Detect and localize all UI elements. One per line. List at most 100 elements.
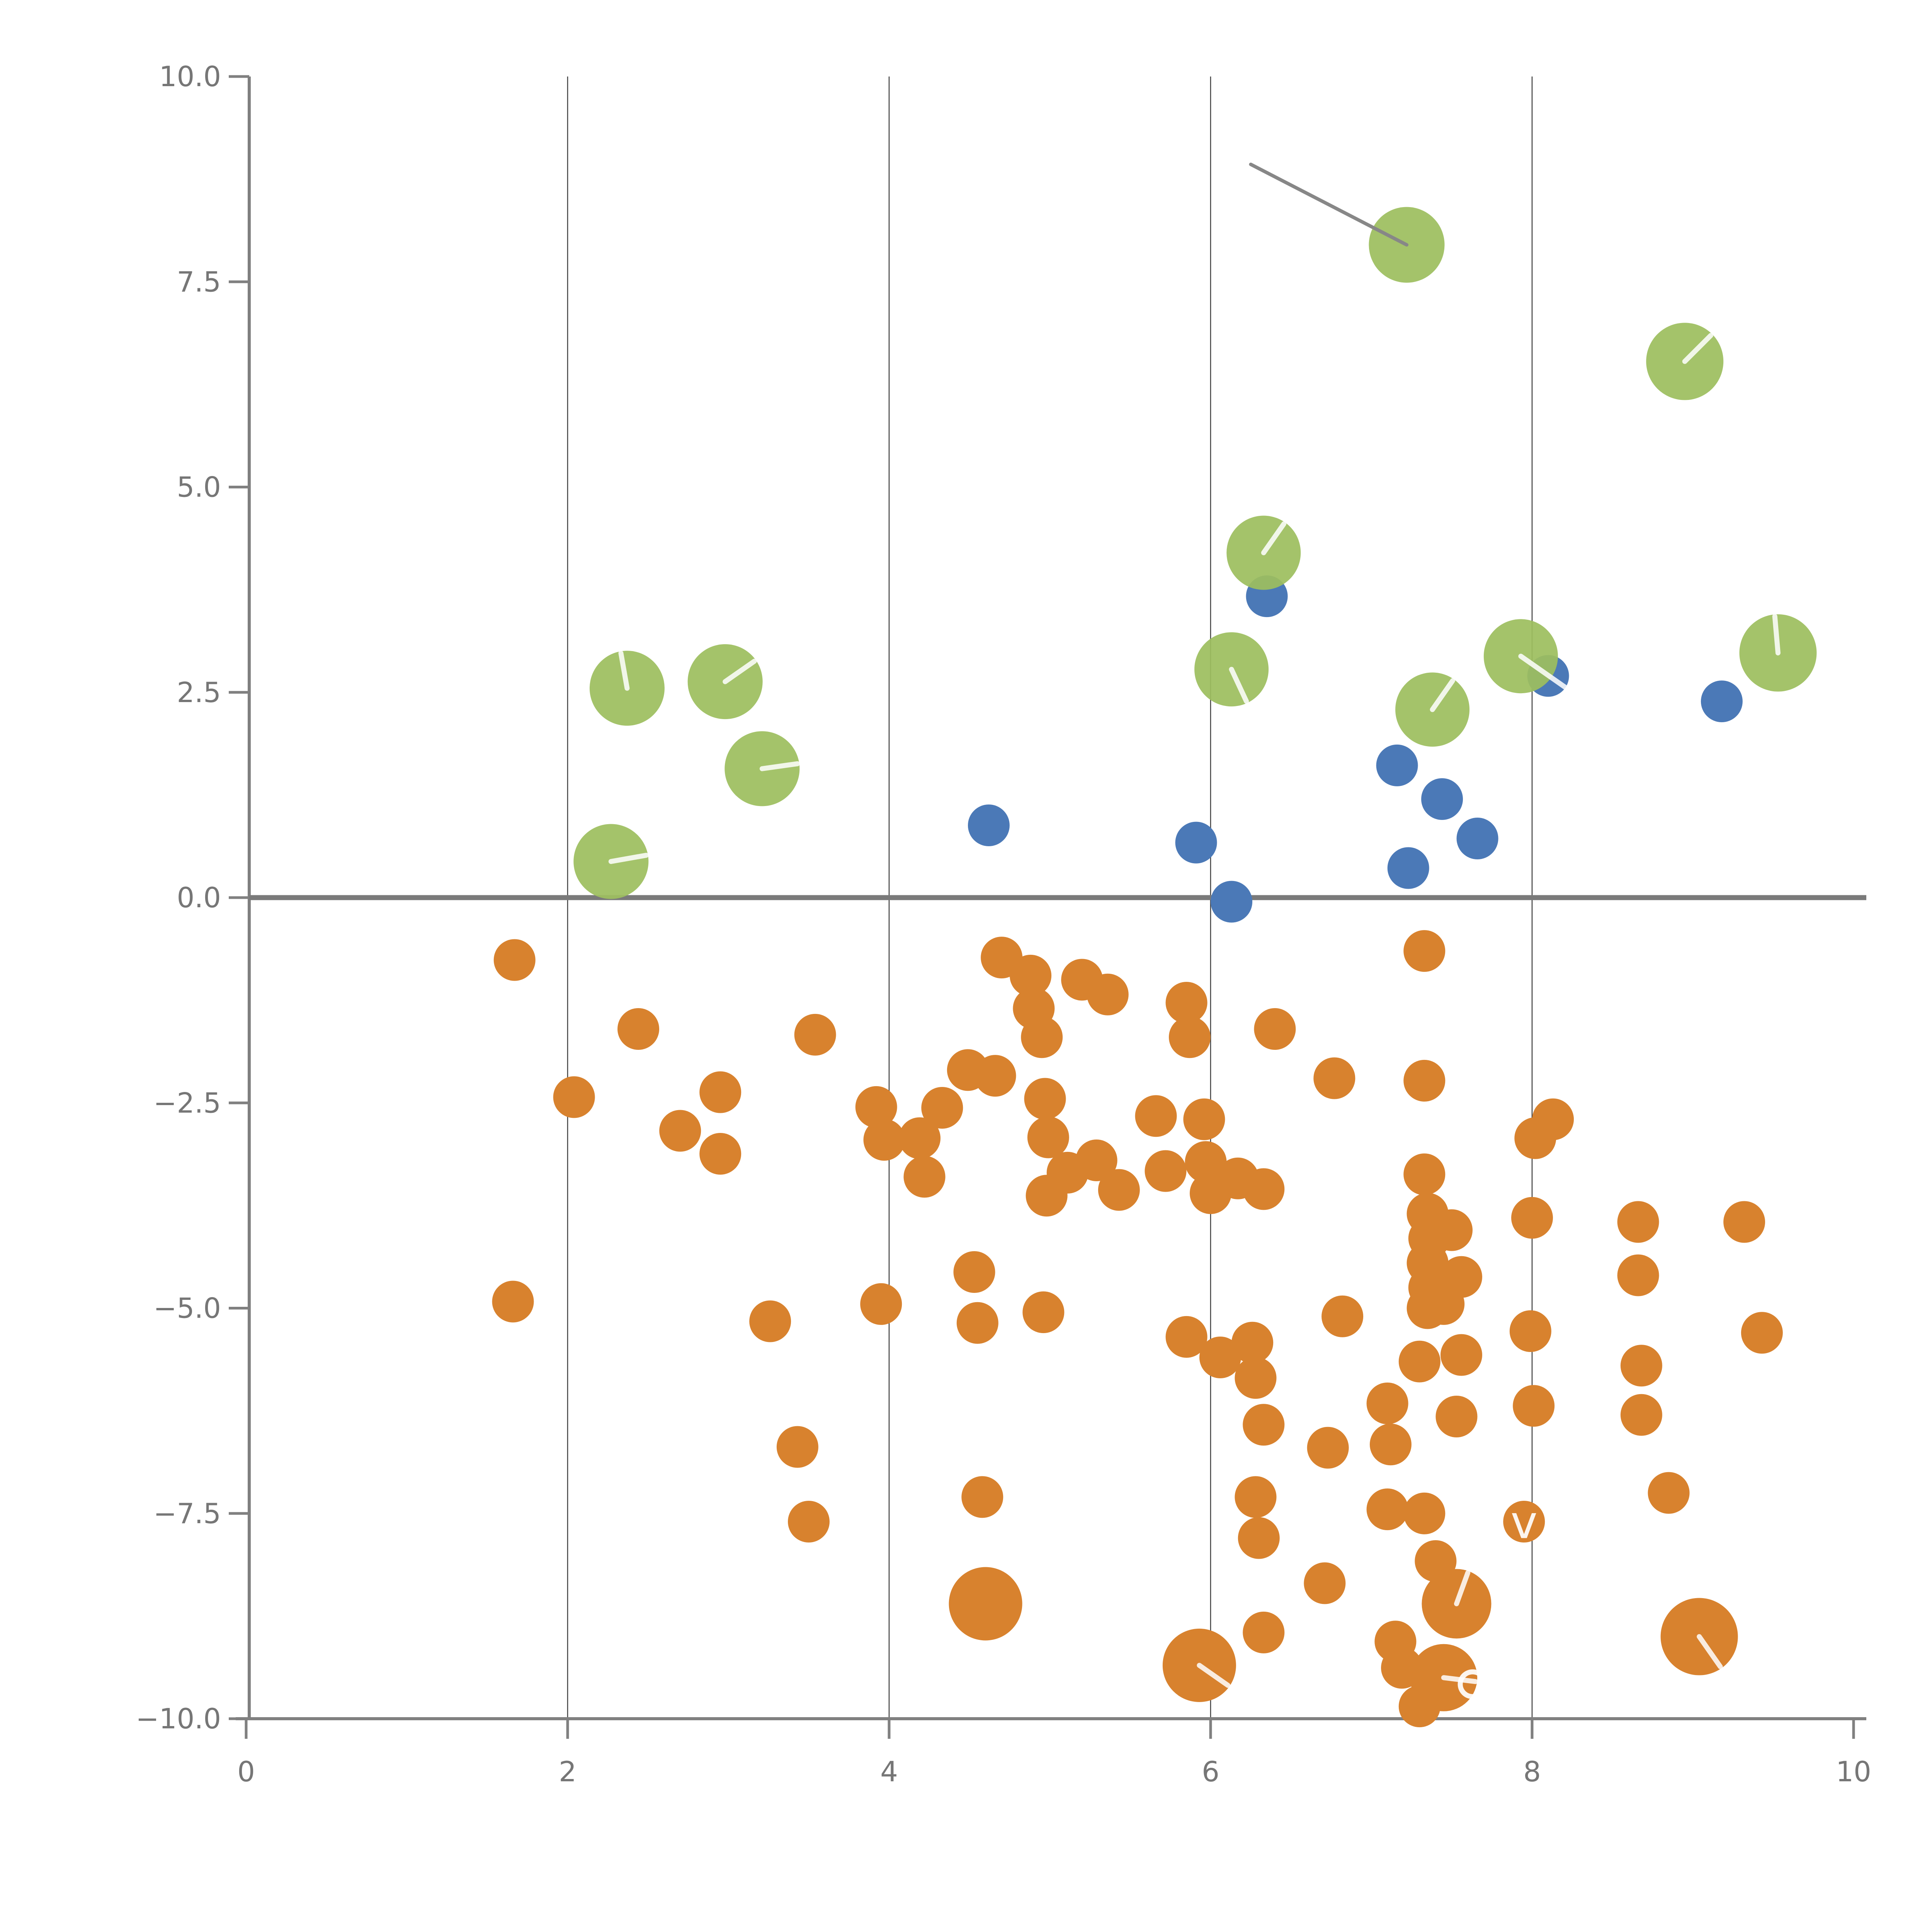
annotation-line — [1249, 162, 1409, 247]
scatter-point-orange — [492, 1281, 534, 1323]
scatter-point-orange — [1723, 1201, 1765, 1243]
y-tick-label: 0.0 — [177, 881, 221, 914]
scatter-point-orange — [1087, 973, 1129, 1015]
scatter-point-orange — [1075, 1139, 1117, 1181]
scatter-point-orange — [1398, 1340, 1440, 1383]
scatter-point-orange — [1403, 1153, 1446, 1196]
scatter-point-orange — [1021, 1016, 1063, 1058]
marker-needle — [618, 650, 630, 691]
x-tick-label: 4 — [880, 1755, 898, 1788]
scatter-point-orange — [1145, 1150, 1187, 1192]
scatter-point-orange — [1098, 1169, 1140, 1211]
x-tick-label: 10 — [1836, 1755, 1871, 1788]
scatter-point-orange — [1620, 1345, 1662, 1387]
scatter-point-orange — [1435, 1396, 1478, 1437]
scatter-point-orange — [1231, 1321, 1274, 1364]
scatter-point-orange — [1183, 1098, 1225, 1140]
scatter-point-orange — [1304, 1562, 1346, 1604]
scatter-points-group — [492, 207, 1817, 1728]
axes-group — [229, 75, 1866, 1739]
scatter-point-orange — [1440, 1256, 1482, 1298]
marker-needle — [723, 658, 757, 684]
x-tick-label: 2 — [559, 1755, 577, 1788]
marker-needles-group — [608, 333, 1781, 1688]
scatter-point-orange — [794, 1014, 836, 1056]
scatter-point-blue — [1421, 778, 1463, 820]
scatter-point-orange — [617, 1008, 660, 1050]
scatter-point-orange — [749, 1300, 791, 1342]
scatter-point-orange — [961, 1476, 1003, 1518]
scatter-point-orange — [1509, 1310, 1551, 1352]
scatter-point-orange — [1024, 1078, 1066, 1120]
scatter-point-orange — [699, 1071, 742, 1113]
scatter-point-orange — [1511, 1197, 1553, 1239]
scatter-point-orange — [493, 939, 536, 981]
scatter-point-orange — [1366, 1383, 1408, 1424]
marker-needle — [1518, 653, 1568, 690]
scatter-point-orange — [1022, 1291, 1065, 1333]
scatter-point-orange — [899, 1117, 941, 1159]
scatter-point-blue — [1701, 680, 1743, 723]
y-tick-label: −2.5 — [153, 1087, 221, 1119]
scatter-point-orange — [1165, 1316, 1208, 1358]
scatter-point-orange — [1238, 1517, 1280, 1559]
scatter-point-orange — [1243, 1168, 1285, 1210]
y-tick-label: 2.5 — [177, 676, 221, 709]
x-tick-label: 8 — [1523, 1755, 1541, 1788]
scatter-point-orange-large — [949, 1567, 1022, 1641]
y-tick-label: 10.0 — [159, 60, 221, 93]
scatter-point-orange — [921, 1087, 963, 1129]
scatter-point-orange — [863, 1119, 905, 1161]
scatter-point-orange — [1254, 1008, 1296, 1050]
y-tick-label: −7.5 — [153, 1497, 221, 1530]
scatter-point-orange — [1165, 982, 1208, 1024]
y-tick-label: 5.0 — [177, 471, 221, 503]
x-tick-label: 6 — [1202, 1755, 1219, 1788]
scatter-point-orange — [1235, 1357, 1277, 1399]
y-tick-label: 7.5 — [177, 265, 221, 298]
scatter-point-orange — [1513, 1385, 1555, 1427]
scatter-point-orange — [974, 1055, 1016, 1097]
scatter-point-orange — [1168, 1016, 1211, 1058]
scatter-point-orange — [1366, 1488, 1408, 1531]
marker-needle — [1454, 1570, 1471, 1606]
y-tick-label: −5.0 — [153, 1292, 221, 1325]
scatter-point-orange — [1369, 1423, 1412, 1466]
scatter-point-orange — [1403, 1060, 1446, 1102]
scatter-point-orange — [1243, 1404, 1285, 1446]
scatter-point-orange — [1431, 1209, 1473, 1251]
scatter-point-orange — [1503, 1501, 1545, 1543]
marker-needle — [1682, 333, 1713, 364]
scatter-point-orange — [1185, 1141, 1227, 1183]
scatter-point-blue — [1175, 821, 1217, 864]
scatter-point-orange — [1313, 1057, 1355, 1099]
y-tick-label: −10.0 — [136, 1702, 221, 1735]
scatter-point-orange — [953, 1251, 995, 1293]
scatter-point-orange — [1532, 1098, 1574, 1140]
scatter-point-orange — [855, 1086, 897, 1128]
marker-glyphs-group: v — [1458, 1495, 1537, 1699]
scatter-point-blue — [968, 804, 1010, 846]
scatter-point-orange — [956, 1302, 998, 1344]
scatter-point-blue — [1211, 881, 1253, 923]
x-tick-label: 0 — [237, 1755, 255, 1788]
scatter-point-blue — [1456, 818, 1498, 859]
scatter-point-orange — [1403, 930, 1446, 972]
scatter-point-orange — [1440, 1334, 1482, 1376]
scatter-point-orange — [1321, 1295, 1364, 1337]
scatter-point-orange — [1026, 1175, 1068, 1217]
scatter-point-orange — [1199, 1337, 1241, 1378]
marker-needle — [1261, 521, 1287, 555]
scatter-point-orange — [1010, 954, 1052, 997]
scatter-point-orange — [1403, 1492, 1446, 1534]
scatter-point-orange — [788, 1501, 830, 1543]
marker-needle — [1197, 1663, 1231, 1688]
scatter-point-orange — [1741, 1312, 1783, 1354]
marker-needle — [759, 761, 800, 771]
white-ring-glyph — [1458, 1669, 1488, 1699]
white-v-glyph: v — [1510, 1495, 1537, 1549]
scatter-point-blue — [1387, 847, 1429, 889]
scatter-point-blue — [1376, 744, 1418, 786]
